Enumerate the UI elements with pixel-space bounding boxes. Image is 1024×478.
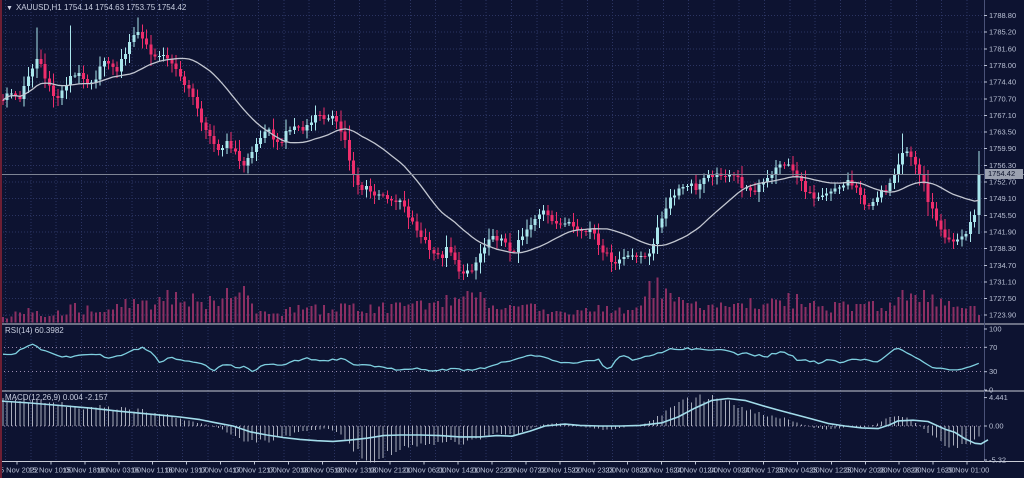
svg-text:24 Nov 09:00: 24 Nov 09:00 (707, 466, 752, 475)
svg-text:22 Nov 23:00: 22 Nov 23:00 (571, 466, 616, 475)
svg-text:1767.10: 1767.10 (989, 111, 1016, 120)
svg-text:0.00: 0.00 (989, 422, 1004, 431)
svg-text:1745.50: 1745.50 (989, 211, 1016, 220)
symbol-marker-icon: ▼ (6, 5, 13, 12)
svg-text:28 Nov 16:00: 28 Nov 16:00 (911, 466, 956, 475)
svg-text:4.441: 4.441 (989, 393, 1008, 402)
svg-text:1774.40: 1774.40 (989, 78, 1016, 87)
svg-text:1741.90: 1741.90 (989, 227, 1016, 236)
svg-text:28 Nov 08:00: 28 Nov 08:00 (877, 466, 922, 475)
svg-text:30: 30 (989, 367, 997, 376)
svg-text:1778.00: 1778.00 (989, 61, 1016, 70)
svg-text:24 Nov 17:00: 24 Nov 17:00 (741, 466, 786, 475)
macd-indicator-values: 0.004 -2.157 (62, 393, 108, 402)
svg-text:22 Nov 07:00: 22 Nov 07:00 (504, 466, 549, 475)
svg-text:25 Nov 04:00: 25 Nov 04:00 (775, 466, 820, 475)
svg-text:21 Nov 14:00: 21 Nov 14:00 (436, 466, 481, 475)
svg-text:1770.70: 1770.70 (989, 94, 1016, 103)
svg-text:1752.70: 1752.70 (989, 178, 1016, 187)
svg-text:0: 0 (989, 386, 993, 395)
svg-text:18 Nov 13:00: 18 Nov 13:00 (334, 466, 379, 475)
svg-text:1763.50: 1763.50 (989, 128, 1016, 137)
svg-text:16 Nov 19:00: 16 Nov 19:00 (164, 466, 209, 475)
svg-text:1785.20: 1785.20 (989, 28, 1016, 37)
svg-text:1731.10: 1731.10 (989, 277, 1016, 286)
svg-text:16 Nov 03:00: 16 Nov 03:00 (96, 466, 141, 475)
svg-text:17 Nov 12:00: 17 Nov 12:00 (232, 466, 277, 475)
macd-indicator-name: MACD(12,26,9) (5, 393, 61, 402)
ohlc-values: 1754.14 1754.63 1753.75 1754.42 (63, 3, 187, 12)
svg-text:25 Nov 12:00: 25 Nov 12:00 (809, 466, 854, 475)
rsi-indicator-value: 60.3982 (34, 326, 64, 335)
rsi-pane-label: RSI(14) 60.3982 (5, 326, 64, 336)
svg-text:17 Nov 20:00: 17 Nov 20:00 (266, 466, 311, 475)
svg-text:-5.32: -5.32 (989, 456, 1006, 465)
svg-text:1781.60: 1781.60 (989, 44, 1016, 53)
macd-pane-label: MACD(12,26,9) 0.004 -2.157 (5, 393, 108, 403)
svg-text:18 Nov 21:00: 18 Nov 21:00 (368, 466, 413, 475)
svg-text:18 Nov 05:00: 18 Nov 05:00 (300, 466, 345, 475)
symbol-period-label: XAUUSD,H1 (15, 3, 62, 12)
svg-text:1756.30: 1756.30 (989, 161, 1016, 170)
svg-text:25 Nov 20:00: 25 Nov 20:00 (843, 466, 888, 475)
svg-text:15 Nov 10:00: 15 Nov 10:00 (29, 466, 74, 475)
svg-text:23 Nov 16:00: 23 Nov 16:00 (639, 466, 684, 475)
chart-title: ▼ XAUUSD,H1 1754.14 1754.63 1753.75 1754.… (6, 3, 186, 14)
svg-text:23 Nov 08:00: 23 Nov 08:00 (605, 466, 650, 475)
last-price-badge: 1754.42 (985, 169, 1023, 179)
svg-text:1788.80: 1788.80 (989, 11, 1016, 20)
svg-text:1734.70: 1734.70 (989, 261, 1016, 270)
svg-text:21 Nov 22:00: 21 Nov 22:00 (470, 466, 515, 475)
svg-text:1749.10: 1749.10 (989, 194, 1016, 203)
svg-text:24 Nov 01:00: 24 Nov 01:00 (673, 466, 718, 475)
rsi-indicator-name: RSI(14) (5, 326, 33, 335)
svg-text:1723.90: 1723.90 (989, 311, 1016, 320)
svg-text:1759.90: 1759.90 (989, 144, 1016, 153)
svg-text:1738.30: 1738.30 (989, 244, 1016, 253)
svg-text:17 Nov 04:00: 17 Nov 04:00 (198, 466, 243, 475)
svg-text:16 Nov 11:00: 16 Nov 11:00 (131, 466, 175, 475)
svg-text:29 Nov 01:00: 29 Nov 01:00 (945, 466, 990, 475)
svg-text:1727.50: 1727.50 (989, 294, 1016, 303)
window-edge (0, 0, 2, 478)
svg-text:15 Nov 2022: 15 Nov 2022 (0, 466, 38, 475)
svg-text:22 Nov 15:00: 22 Nov 15:00 (538, 466, 583, 475)
svg-text:15 Nov 18:00: 15 Nov 18:00 (63, 466, 108, 475)
svg-text:70: 70 (989, 343, 997, 352)
svg-text:100: 100 (989, 325, 1002, 334)
svg-text:21 Nov 06:00: 21 Nov 06:00 (402, 466, 447, 475)
